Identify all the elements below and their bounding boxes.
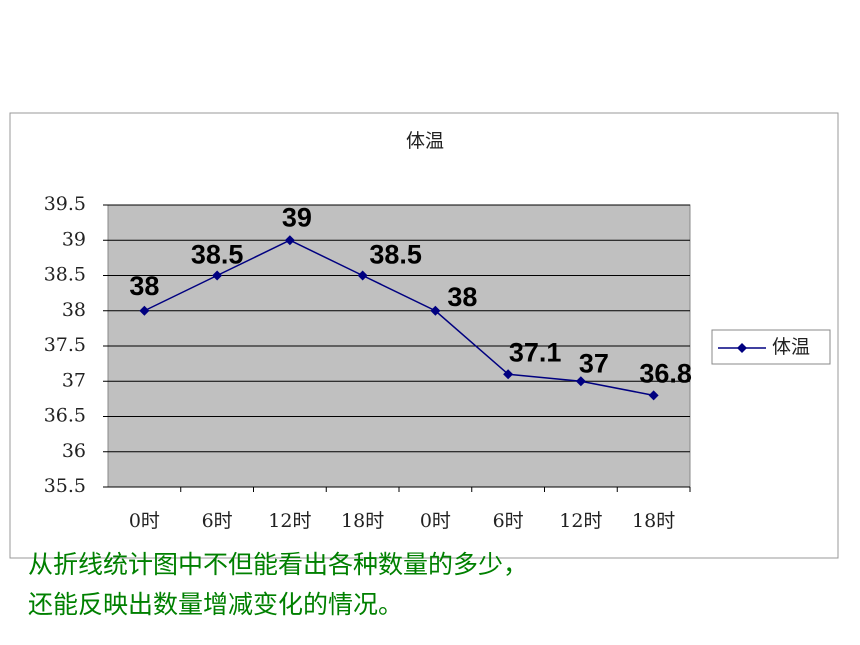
x-tick-label: 12时 xyxy=(268,510,311,532)
x-tick-label: 18时 xyxy=(341,510,384,532)
data-label: 38.5 xyxy=(191,240,244,270)
x-tick-label: 6时 xyxy=(202,510,233,532)
y-tick-label: 36 xyxy=(62,440,86,462)
point xyxy=(503,369,514,380)
data-label: 38 xyxy=(447,282,477,312)
x-tick-label: 12时 xyxy=(559,510,602,532)
caption-line: 还能反映出数量增减变化的情况。 xyxy=(28,590,403,619)
x-tick-label: 18时 xyxy=(632,510,675,532)
point xyxy=(357,270,368,281)
data-label: 38.5 xyxy=(369,240,422,270)
data-label: 37.1 xyxy=(509,337,562,367)
x-tick-label: 0时 xyxy=(129,510,160,532)
legend xyxy=(711,329,831,365)
point xyxy=(575,376,586,387)
y-tick-label: 37.5 xyxy=(44,334,86,356)
data-label: 39 xyxy=(282,202,312,232)
y-tick-label: 38.5 xyxy=(44,264,86,286)
chart-title: 体温 xyxy=(406,130,444,152)
point xyxy=(139,305,150,316)
point xyxy=(648,390,659,401)
point xyxy=(212,270,223,281)
y-tick-label: 39.5 xyxy=(44,193,86,215)
y-tick-label: 36.5 xyxy=(44,405,86,427)
legend-marker xyxy=(737,343,747,353)
data-label: 38 xyxy=(129,271,159,301)
data-label: 37 xyxy=(579,348,609,378)
x-tick-label: 6时 xyxy=(493,510,524,532)
y-tick-label: 35.5 xyxy=(44,475,86,497)
caption-line: 从折线统计图中不但能看出各种数量的多少， xyxy=(28,550,528,579)
point xyxy=(430,305,441,316)
legend-label: 体温 xyxy=(772,336,810,358)
data-label: 36.8 xyxy=(639,358,692,388)
y-tick-label: 37 xyxy=(62,369,86,391)
y-tick-label: 39 xyxy=(62,228,86,250)
series-line xyxy=(144,239,654,397)
point xyxy=(284,235,295,246)
y-tick-label: 38 xyxy=(62,299,86,321)
x-tick-label: 0时 xyxy=(420,510,451,532)
